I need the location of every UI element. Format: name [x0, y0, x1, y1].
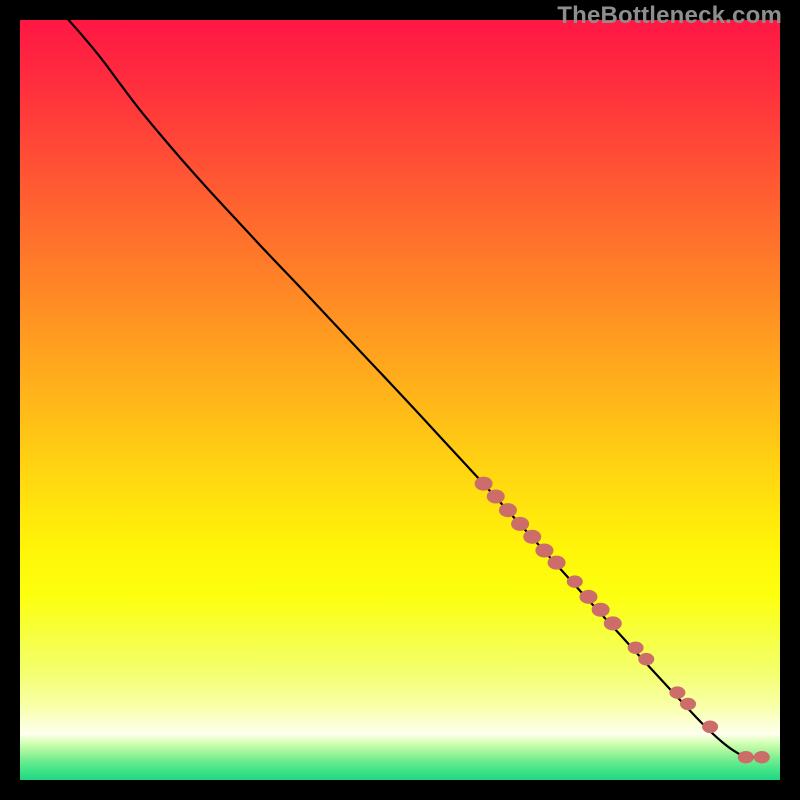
- data-point: [680, 698, 696, 710]
- data-point: [567, 575, 583, 587]
- data-point: [669, 686, 685, 698]
- bottleneck-curve: [69, 20, 761, 758]
- data-point: [499, 503, 517, 517]
- data-point: [548, 556, 566, 570]
- plot-area: [20, 20, 780, 780]
- data-point: [523, 530, 541, 544]
- data-point: [535, 543, 553, 557]
- data-markers: [475, 477, 770, 764]
- watermark-text: TheBottleneck.com: [557, 2, 782, 30]
- data-point: [604, 616, 622, 630]
- chart-svg: [20, 20, 780, 780]
- data-point: [592, 603, 610, 617]
- data-point: [638, 653, 654, 665]
- data-point: [738, 751, 754, 763]
- data-point: [702, 721, 718, 733]
- data-point: [579, 590, 597, 604]
- data-point: [754, 751, 770, 763]
- data-point: [511, 517, 529, 531]
- data-point: [487, 490, 505, 504]
- data-point: [475, 477, 493, 491]
- data-point: [628, 642, 644, 654]
